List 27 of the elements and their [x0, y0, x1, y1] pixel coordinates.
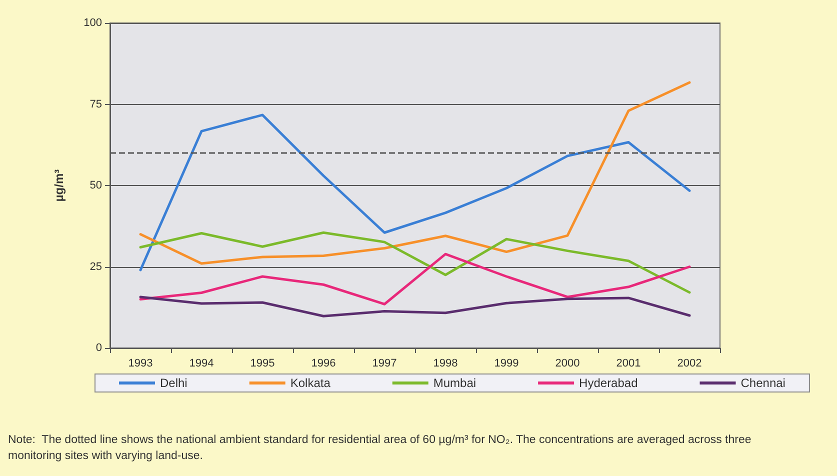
x-tick-label: 2001: [616, 358, 641, 370]
line-series: [139, 296, 691, 318]
legend-label: Kolkata: [290, 376, 331, 390]
legend-label: Mumbai: [433, 376, 476, 390]
line-series: [139, 114, 691, 272]
y-axis-title: µg/m³: [52, 169, 66, 202]
x-tick-label: 1994: [189, 358, 214, 370]
legend-label: Hyderabad: [579, 376, 638, 390]
y-tick-label: 50: [90, 180, 102, 192]
x-tick-label: 2002: [677, 358, 702, 370]
x-tick-label: 1995: [250, 358, 275, 370]
text: Note: The dotted line shows the national ambient standard for residential area of 60 µg/m³ for NO₂. The concentrations are averaged across three monitoring sites with varying land-use.: [8, 434, 754, 462]
legend-label: Chennai: [740, 376, 786, 390]
x-tick-label: 1997: [372, 358, 397, 370]
line-series: [139, 252, 691, 306]
x-tick-label: 1999: [494, 358, 519, 370]
x-tick-label: 1993: [128, 358, 153, 370]
legend-label: Delhi: [160, 376, 188, 390]
x-tick-label: 2000: [555, 358, 580, 370]
y-tick-label: 75: [90, 98, 102, 110]
x-tick-label: 1996: [311, 358, 336, 370]
y-tick-label: 0: [96, 342, 102, 354]
x-tick-label: 1998: [433, 358, 458, 370]
y-tick-label: 100: [84, 17, 102, 29]
line-series: [139, 231, 691, 294]
y-tick-label: 25: [90, 260, 102, 273]
line-series: [139, 81, 691, 265]
